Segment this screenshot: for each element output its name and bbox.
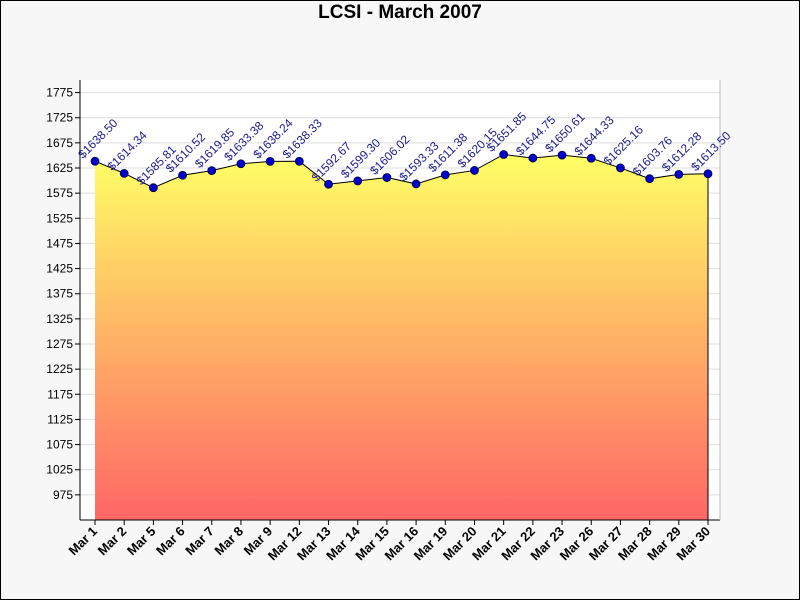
y-tick-label: 1075 (46, 438, 73, 452)
y-tick-label: 1575 (46, 186, 73, 200)
y-tick-label: 1375 (46, 287, 73, 301)
data-point (382, 173, 392, 182)
chart-title: LCSI - March 2007 (318, 2, 482, 23)
data-point (324, 179, 333, 189)
data-point (178, 170, 187, 180)
x-tick-label: Mar 6 (153, 524, 188, 559)
data-point (411, 179, 421, 189)
data-point (207, 166, 217, 175)
x-tick-label: Mar 2 (95, 524, 130, 559)
y-tick-label: 1175 (47, 387, 73, 401)
data-points (90, 150, 713, 193)
data-point (616, 163, 625, 173)
y-tick-label: 975 (53, 488, 73, 502)
y-tick-label: 1675 (46, 136, 73, 150)
y-tick-label: 1225 (46, 362, 73, 376)
data-point (470, 166, 479, 175)
area-fill (94, 153, 709, 520)
y-tick-label: 1775 (46, 86, 73, 100)
y-tick-label: 1425 (46, 262, 73, 276)
x-tick-label: Mar 5 (124, 524, 159, 559)
axes (75, 80, 721, 525)
data-point (236, 159, 246, 169)
x-tick-label: Mar 8 (211, 524, 246, 559)
data-point (674, 169, 684, 179)
data-point (557, 150, 567, 160)
x-tick-label: Mar 1 (65, 524, 100, 559)
data-point (265, 156, 275, 166)
data-point (645, 174, 655, 184)
y-tick-label: 1275 (46, 337, 73, 351)
x-tick-label: Mar 7 (182, 524, 217, 559)
y-tick-labels: 975 1025 1075 1125 1175 1225 1275 1325 1375 1425 1… (46, 86, 73, 502)
data-point (148, 183, 158, 193)
data-point (119, 168, 129, 178)
y-tick-label: 1475 (46, 236, 73, 250)
y-tick-label: 1725 (46, 111, 73, 125)
data-point (528, 153, 538, 163)
area-shape (95, 154, 708, 520)
data-point (90, 156, 100, 166)
y-tick-label: 1525 (46, 211, 73, 225)
series-line (94, 153, 709, 189)
y-tick-label: 1025 (46, 463, 73, 477)
data-point (499, 150, 509, 159)
y-tick-label: 1125 (47, 412, 73, 426)
y-tick-label: 1325 (46, 312, 73, 326)
data-point (440, 170, 450, 180)
data-point (294, 156, 304, 166)
data-point (586, 153, 596, 163)
y-tick-label: 1625 (46, 161, 73, 175)
data-point (353, 176, 363, 186)
x-tick-label: Mar 30 (673, 524, 713, 564)
data-point (703, 169, 713, 179)
